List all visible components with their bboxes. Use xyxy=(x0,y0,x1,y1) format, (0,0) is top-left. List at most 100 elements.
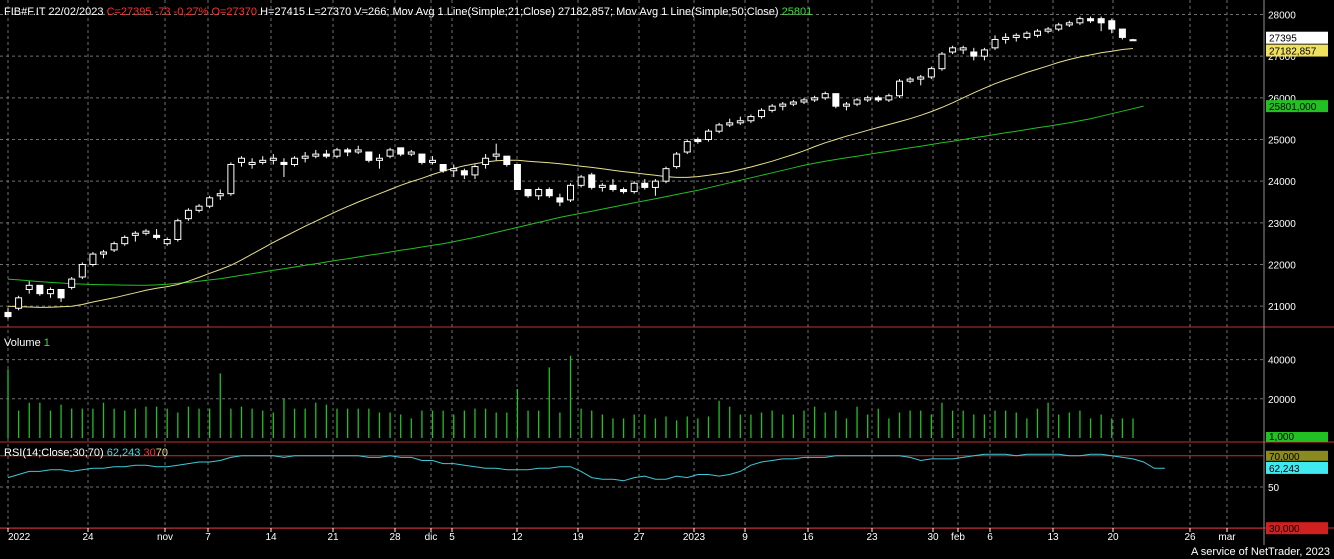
candle-body xyxy=(779,103,787,107)
candle-body xyxy=(418,153,426,163)
candle-body xyxy=(577,176,585,186)
rsi-label: RSI(14;Close;30;70) xyxy=(4,447,104,459)
x-tick-label: 19 xyxy=(572,532,584,543)
candle-body xyxy=(153,234,161,238)
x-tick-label: 20 xyxy=(1107,532,1119,543)
candle-body xyxy=(25,284,33,291)
candle-body xyxy=(704,130,712,141)
candle-body xyxy=(269,157,277,161)
candle-body xyxy=(588,174,596,188)
candle-body xyxy=(758,109,766,118)
x-tick-label: 30 xyxy=(927,532,939,543)
candle-body xyxy=(1087,18,1095,22)
candle-body xyxy=(163,239,171,245)
candle-body xyxy=(216,193,224,197)
candle-body xyxy=(110,243,118,251)
candle-body xyxy=(630,182,638,193)
ma50-badge-bg xyxy=(1266,100,1328,113)
candle-body xyxy=(174,220,182,240)
x-tick-label: 13 xyxy=(1047,532,1059,543)
candle-body xyxy=(811,97,819,101)
rsi70-badge-bg xyxy=(1266,450,1328,461)
candle-body xyxy=(375,157,383,161)
candle-body xyxy=(471,166,479,176)
candle-body xyxy=(365,151,373,161)
price-tick-label: 23000 xyxy=(1268,219,1296,230)
x-tick-label: 2023 xyxy=(683,532,706,543)
candle-body xyxy=(864,97,872,101)
volume-tick-label: 40000 xyxy=(1268,356,1296,367)
candle-body xyxy=(1033,30,1041,36)
candle-body xyxy=(1076,18,1084,24)
last-price-badge-bg xyxy=(1266,31,1328,44)
candle-body xyxy=(1065,22,1073,26)
candle-body xyxy=(683,141,691,153)
candle-body xyxy=(1118,28,1126,38)
candle-body xyxy=(832,93,840,107)
candle-body xyxy=(322,153,330,157)
candle-body xyxy=(227,164,235,195)
x-tick-label: 2022 xyxy=(8,532,31,543)
candle-body xyxy=(4,311,12,318)
x-tick-label: 5 xyxy=(449,532,455,543)
candle-body xyxy=(312,153,320,157)
grid-lines xyxy=(0,0,1334,545)
volume-badge: 1,000 xyxy=(1269,432,1294,443)
rsi30-badge-bg xyxy=(1266,522,1328,535)
price-tick-label: 28000 xyxy=(1268,11,1296,22)
candle-body xyxy=(89,253,97,265)
x-tick-label: dic xyxy=(425,532,438,543)
candle-body xyxy=(949,47,957,53)
candle-body xyxy=(1108,20,1116,30)
candle-body xyxy=(397,147,405,155)
candle-body xyxy=(301,155,309,159)
candle-body xyxy=(184,209,192,220)
ma50-value: 25801 xyxy=(781,6,813,18)
candle-body xyxy=(917,76,925,80)
candle-body xyxy=(57,289,65,299)
candle-body xyxy=(567,184,574,201)
candle-body xyxy=(789,101,797,105)
candle-body xyxy=(1055,24,1063,30)
rsi-header: RSI(14;Close;30;70) 62,243 3070 xyxy=(4,447,168,459)
candle-body xyxy=(620,189,628,193)
candle-body xyxy=(641,182,649,188)
candle-body xyxy=(747,116,755,122)
x-tick-label: 28 xyxy=(389,532,401,543)
ma21-value: 27182,857 xyxy=(558,6,610,18)
candle-body xyxy=(482,157,490,165)
candle-body xyxy=(1012,34,1020,38)
rsi-value-badge-bg xyxy=(1266,461,1328,474)
price-panel xyxy=(4,16,1144,319)
candle-body xyxy=(853,99,861,105)
candle-body xyxy=(142,230,150,234)
x-tick-label: feb xyxy=(951,532,965,543)
candle-body xyxy=(121,236,129,245)
x-tick-label: mar xyxy=(1218,532,1236,543)
candle-body xyxy=(68,278,76,288)
candle-body xyxy=(715,124,723,132)
x-tick-label: 9 xyxy=(742,532,748,543)
rsi-tick-label: 50 xyxy=(1268,483,1280,494)
candle-body xyxy=(885,95,893,101)
candle-body xyxy=(980,49,988,57)
candle-body xyxy=(1129,39,1137,42)
x-tick-label: 26 xyxy=(1184,532,1196,543)
candle-body xyxy=(726,122,734,126)
x-tick-label: 23 xyxy=(866,532,878,543)
candle-body xyxy=(535,189,543,197)
candle-body xyxy=(237,157,245,163)
candle-body xyxy=(545,189,553,197)
candle-body xyxy=(736,120,744,124)
rsi30-badge: 30,000 xyxy=(1269,524,1300,535)
rsi-low: 30 xyxy=(143,447,156,459)
volume-value: 1 xyxy=(43,337,50,349)
candle-body xyxy=(248,161,256,166)
candle-body xyxy=(1097,18,1105,24)
candle-body xyxy=(100,251,108,255)
candle-body xyxy=(842,103,850,107)
candle-body xyxy=(906,78,914,82)
candle-body xyxy=(131,232,139,236)
ma50-badge: 25801,000 xyxy=(1269,102,1317,113)
